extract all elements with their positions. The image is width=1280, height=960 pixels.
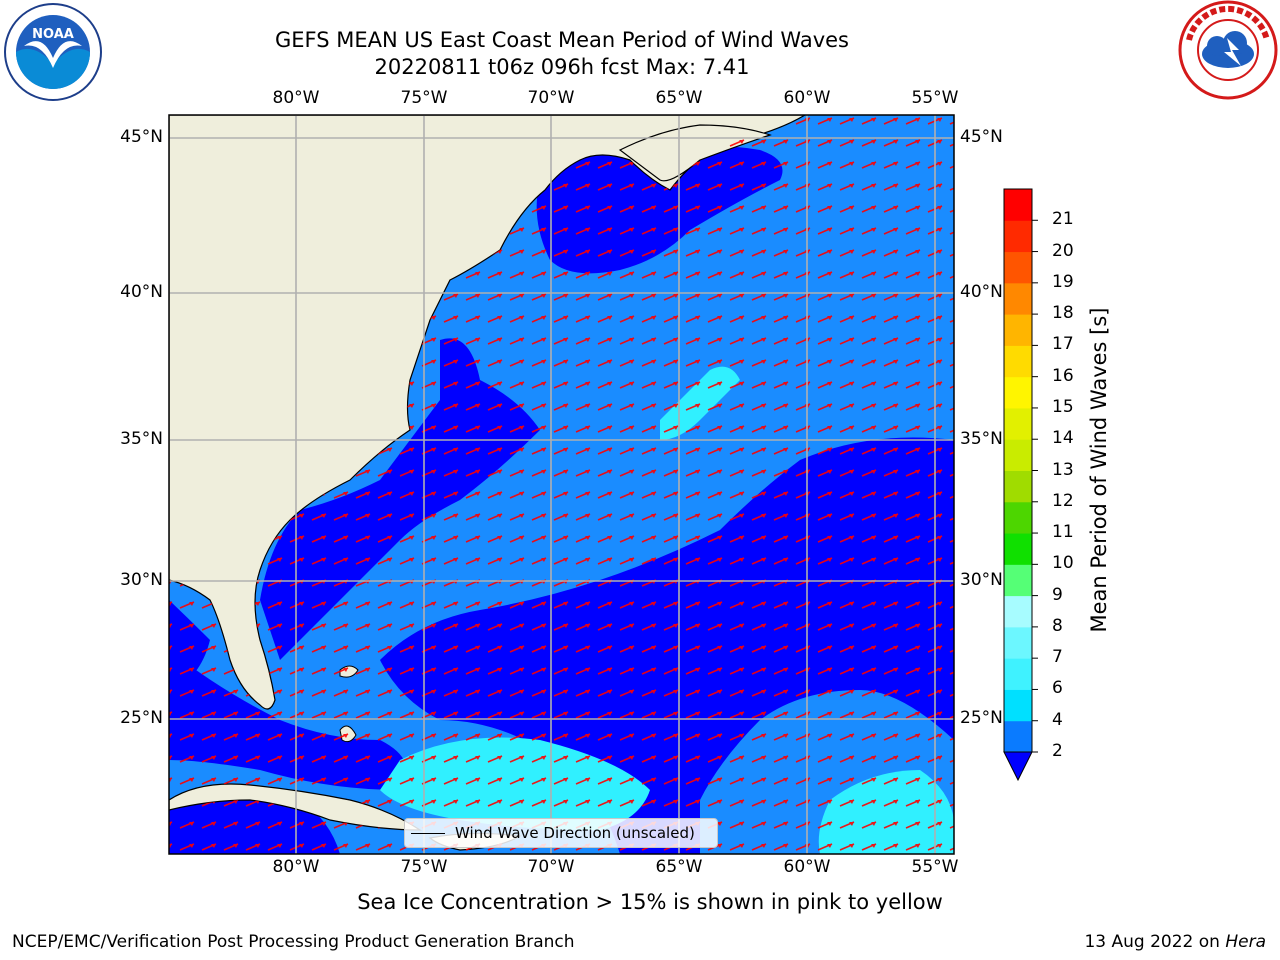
colorbar-segment — [1004, 720, 1032, 753]
colorbar-segment — [1004, 501, 1032, 534]
colorbar-segment — [1004, 626, 1032, 659]
lat-tick-right-25n: 25°N — [960, 708, 1003, 728]
colorbar-segment — [1004, 658, 1032, 690]
lon-tick-top-60w: 60°W — [783, 88, 831, 108]
lon-tick-top-75w: 75°W — [400, 88, 448, 108]
lat-tick-left-25n: 25°N — [120, 708, 163, 728]
lat-tick-right-45n: 45°N — [960, 127, 1003, 147]
colorbar-tick-label: 16 — [1052, 365, 1074, 386]
colorbar-tick-label: 4 — [1052, 709, 1063, 730]
lon-tick-bottom-65w: 65°W — [655, 857, 703, 877]
svg-text:NOAA: NOAA — [32, 27, 74, 42]
map-legend: Wind Wave Direction (unscaled) — [404, 818, 718, 848]
colorbar-segment — [1004, 189, 1032, 221]
colorbar-tick-label: 6 — [1052, 678, 1063, 699]
footer-branch: NCEP/EMC/Verification Post Processing Pr… — [12, 932, 575, 952]
lon-tick-bottom-70w: 70°W — [527, 857, 575, 877]
colorbar-segment — [1004, 470, 1032, 503]
gridlines — [169, 115, 954, 854]
lon-tick-bottom-60w: 60°W — [783, 857, 831, 877]
colorbar-tick-label: 18 — [1052, 303, 1074, 324]
lon-tick-top-70w: 70°W — [527, 88, 575, 108]
lon-tick-top-55w: 55°W — [911, 88, 959, 108]
footer-machine: Hera — [1225, 932, 1266, 952]
colorbar-segment — [1004, 564, 1032, 597]
colorbar-tick-label: 2 — [1052, 741, 1063, 761]
footer-date-text: 13 Aug 2022 on — [1084, 932, 1226, 952]
colorbar-segment — [1004, 439, 1032, 471]
colorbar-segment — [1004, 689, 1032, 722]
lon-tick-bottom-75w: 75°W — [400, 857, 448, 877]
colorbar-tick-label: 20 — [1052, 240, 1074, 261]
colorbar-label: Mean Period of Wind Waves [s] — [1087, 307, 1111, 633]
colorbar-tick-label: 19 — [1052, 271, 1074, 292]
nws-logo — [1177, 0, 1279, 100]
colorbar — [1004, 189, 1038, 753]
sea-ice-note: Sea Ice Concentration > 15% is shown in … — [357, 890, 943, 914]
colorbar-tick-label: 14 — [1052, 428, 1074, 449]
lon-tick-top-65w: 65°W — [655, 88, 703, 108]
lat-tick-left-45n: 45°N — [120, 127, 163, 147]
lon-tick-bottom-55w: 55°W — [911, 857, 959, 877]
colorbar-tick-label: 10 — [1052, 553, 1074, 574]
lat-tick-left-30n: 30°N — [120, 570, 163, 590]
colorbar-segment — [1004, 345, 1032, 378]
colorbar-tick-label: 11 — [1052, 522, 1074, 543]
legend-label: Wind Wave Direction (unscaled) — [455, 824, 695, 842]
colorbar-tick-label: 13 — [1052, 459, 1074, 480]
lon-tick-bottom-80w: 80°W — [272, 857, 320, 877]
noaa-logo: NOAA — [2, 2, 104, 102]
colorbar-segment — [1004, 314, 1032, 346]
colorbar-segment — [1004, 220, 1032, 253]
plot-subtitle: 20220811 t06z 096h fcst Max: 7.41 — [374, 55, 750, 79]
colorbar-tick-label: 15 — [1052, 396, 1074, 417]
colorbar-tick-label: 21 — [1052, 209, 1074, 230]
colorbar-tick-label: 17 — [1052, 334, 1074, 355]
colorbar-segment — [1004, 376, 1032, 409]
colorbar-extend-triangle — [1003, 751, 1033, 782]
colorbar-segment — [1004, 407, 1032, 440]
colorbar-tick-label: 7 — [1052, 647, 1063, 668]
lon-tick-top-80w: 80°W — [272, 88, 320, 108]
colorbar-tick-label: 9 — [1052, 584, 1063, 605]
colorbar-segment — [1004, 282, 1032, 315]
lat-tick-left-35n: 35°N — [120, 429, 163, 449]
colorbar-segment — [1004, 595, 1032, 628]
legend-line-swatch — [411, 832, 445, 834]
lat-tick-right-30n: 30°N — [960, 570, 1003, 590]
footer-date: 13 Aug 2022 on Hera — [1084, 932, 1266, 952]
lat-tick-right-35n: 35°N — [960, 429, 1003, 449]
wind-wave-arrows — [169, 115, 954, 854]
colorbar-tick-label: 8 — [1052, 615, 1063, 636]
plot-title: GEFS MEAN US East Coast Mean Period of W… — [275, 28, 849, 52]
colorbar-segment — [1004, 533, 1032, 565]
colorbar-tick-label: 12 — [1052, 490, 1074, 511]
colorbar-segment — [1004, 251, 1032, 284]
map-frame — [168, 114, 955, 855]
lat-tick-right-40n: 40°N — [960, 282, 1003, 302]
lat-tick-left-40n: 40°N — [120, 282, 163, 302]
